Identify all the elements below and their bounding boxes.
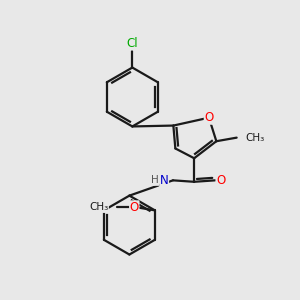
Text: N: N (160, 174, 169, 187)
Text: CH₃: CH₃ (245, 133, 265, 142)
Text: O: O (204, 111, 214, 124)
Text: O: O (130, 201, 139, 214)
Text: H: H (151, 175, 159, 185)
Text: O: O (216, 174, 225, 187)
Text: CH₃: CH₃ (89, 202, 108, 212)
Text: Cl: Cl (127, 37, 138, 50)
